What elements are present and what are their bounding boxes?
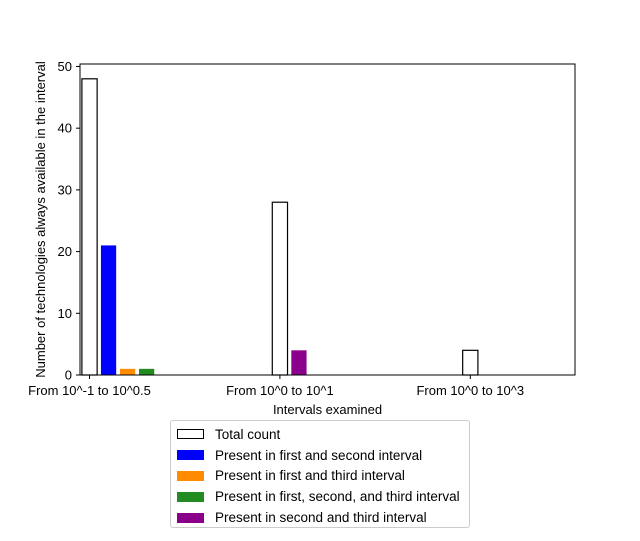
legend-item-3: Present in first, second, and third inte… (177, 486, 469, 507)
legend-label-2: Present in first and third interval (215, 468, 405, 484)
legend-item-4: Present in second and third interval (177, 507, 469, 528)
y-tick-label-5: 50 (58, 59, 72, 74)
x-tick-label-1: From 10^0 to 10^1 (226, 383, 334, 398)
legend-label-4: Present in second and third interval (215, 510, 427, 526)
legend-swatch-1 (177, 450, 204, 461)
y-tick-label-3: 30 (58, 182, 72, 197)
bar-present-in-second-and-third-interval-1 (291, 350, 307, 375)
bar-total-count-0 (81, 78, 98, 376)
legend-item-0: Total count (177, 424, 469, 445)
legend-label-1: Present in first and second interval (215, 447, 423, 463)
legend: Total count Present in first and second i… (170, 420, 470, 528)
y-tick-label-2: 20 (58, 244, 72, 259)
legend-swatch-2 (177, 470, 204, 481)
axes-layer: From 10^-1 to 10^0.5 From 10^0 to 10^1 Fro… (28, 59, 576, 398)
legend-label-0: Total count (215, 426, 281, 442)
bar-present-in-first-and-second-interval-0 (100, 245, 117, 375)
legend-swatch-0 (177, 429, 204, 440)
plot-frame (79, 63, 576, 376)
bar-present-in-first-second-and-third-interval-0 (139, 368, 155, 375)
bars-layer (81, 78, 479, 376)
x-tick-label-0: From 10^-1 to 10^0.5 (28, 383, 151, 398)
legend-swatch-3 (177, 491, 204, 502)
x-axis-title: Intervals examined (273, 402, 382, 417)
legend-item-2: Present in first and third interval (177, 466, 469, 487)
bar-total-count-2 (462, 349, 479, 376)
y-tick-label-0: 0 (65, 368, 72, 383)
legend-label-3: Present in first, second, and third inte… (215, 489, 460, 505)
bar-total-count-1 (271, 201, 289, 376)
x-tick-label-2: From 10^0 to 10^3 (416, 383, 524, 398)
legend-item-1: Present in first and second interval (177, 445, 469, 466)
y-axis-title: Number of technologies always available … (33, 61, 48, 378)
y-tick-label-4: 40 (58, 121, 72, 136)
y-tick-label-1: 10 (58, 306, 72, 321)
legend-swatch-4 (177, 512, 204, 523)
bar-present-in-first-and-third-interval-0 (119, 368, 136, 375)
